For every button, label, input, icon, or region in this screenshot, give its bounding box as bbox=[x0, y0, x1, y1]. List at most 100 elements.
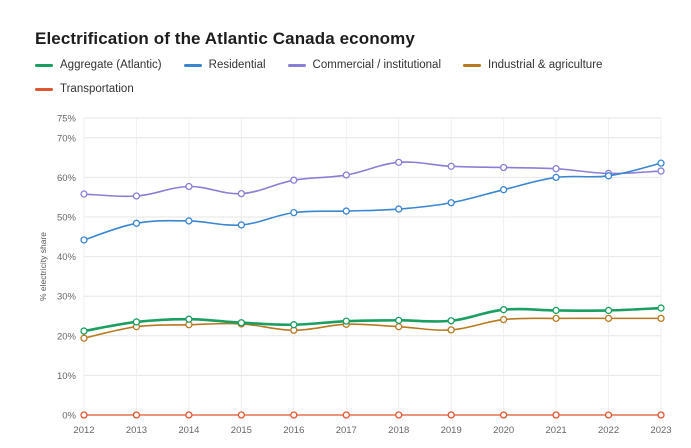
x-tick-label-2014: 2014 bbox=[178, 425, 199, 436]
y-tick-label-60: 60% bbox=[57, 173, 77, 184]
data-point-transportation-2015[interactable] bbox=[237, 411, 246, 419]
legend-item-residential[interactable]: Residential bbox=[183, 59, 266, 71]
x-tick-label-2020: 2020 bbox=[493, 425, 514, 436]
data-point-commercial-institutional-2021[interactable] bbox=[552, 165, 560, 173]
data-point-residential-2019[interactable] bbox=[447, 199, 455, 207]
legend-swatch-transportation bbox=[35, 87, 53, 91]
data-point-residential-2017[interactable] bbox=[342, 207, 350, 215]
data-point-residential-2016[interactable] bbox=[290, 208, 298, 217]
y-tick-label-20: 20% bbox=[57, 331, 77, 342]
legend-label-industrial: Industrial & agriculture bbox=[488, 59, 603, 71]
legend-swatch-aggregate bbox=[35, 63, 53, 67]
data-point-commercial-institutional-2017[interactable] bbox=[342, 171, 350, 179]
legend-label-residential: Residential bbox=[208, 59, 266, 71]
legend: Aggregate (Atlantic) Residential Commerc… bbox=[35, 57, 675, 105]
data-point-aggregate-atlantic-2023[interactable] bbox=[657, 304, 665, 312]
data-point-transportation-2023[interactable] bbox=[657, 411, 665, 419]
y-tick-label-75: 75% bbox=[57, 114, 77, 125]
data-point-residential-2018[interactable] bbox=[395, 205, 403, 213]
chart-title: Electrification of the Atlantic Canada e… bbox=[35, 29, 415, 48]
legend-row-1: Aggregate (Atlantic) Residential Commerc… bbox=[35, 57, 675, 73]
y-tick-label-10: 10% bbox=[57, 371, 77, 382]
legend-label-transportation: Transportation bbox=[60, 83, 134, 95]
y-tick-label-0: 0% bbox=[62, 411, 76, 422]
data-point-residential-2015[interactable] bbox=[237, 221, 246, 229]
data-point-industrial-agriculture-2020[interactable] bbox=[499, 315, 508, 324]
data-point-transportation-2017[interactable] bbox=[342, 411, 350, 419]
series-line-industrial-agriculture bbox=[83, 317, 661, 339]
data-point-transportation-2014[interactable] bbox=[185, 411, 193, 419]
data-point-industrial-agriculture-2023[interactable] bbox=[657, 314, 665, 323]
data-point-commercial-institutional-2019[interactable] bbox=[447, 162, 455, 170]
data-point-aggregate-atlantic-2022[interactable] bbox=[604, 306, 613, 315]
x-tick-label-2023: 2023 bbox=[650, 425, 671, 436]
legend-label-aggregate: Aggregate (Atlantic) bbox=[60, 59, 162, 71]
legend-item-industrial[interactable]: Industrial & agriculture bbox=[463, 59, 602, 71]
y-tick-label-50: 50% bbox=[57, 213, 77, 224]
data-point-residential-2022[interactable] bbox=[604, 172, 613, 180]
data-point-commercial-institutional-2013[interactable] bbox=[132, 192, 141, 200]
data-point-aggregate-atlantic-2014[interactable] bbox=[185, 315, 193, 323]
data-point-residential-2012[interactable] bbox=[80, 236, 88, 244]
data-point-transportation-2012[interactable] bbox=[80, 411, 88, 419]
x-tick-label-2017: 2017 bbox=[336, 425, 357, 436]
data-point-residential-2020[interactable] bbox=[499, 186, 508, 194]
series-line-aggregate-atlantic bbox=[83, 306, 662, 333]
data-point-commercial-institutional-2020[interactable] bbox=[499, 163, 508, 172]
data-point-aggregate-atlantic-2020[interactable] bbox=[499, 306, 508, 314]
data-point-aggregate-atlantic-2021[interactable] bbox=[552, 306, 560, 315]
data-point-transportation-2016[interactable] bbox=[290, 411, 298, 419]
x-tick-label-2016: 2016 bbox=[283, 425, 304, 436]
y-tick-label-30: 30% bbox=[57, 292, 77, 303]
x-tick-label-2018: 2018 bbox=[388, 425, 409, 436]
data-point-commercial-institutional-2023[interactable] bbox=[657, 167, 665, 175]
x-tick-label-2012: 2012 bbox=[73, 425, 94, 436]
data-point-transportation-2018[interactable] bbox=[395, 411, 403, 419]
data-point-aggregate-atlantic-2016[interactable] bbox=[290, 321, 298, 329]
data-point-commercial-institutional-2014[interactable] bbox=[185, 182, 193, 191]
legend-label-commercial: Commercial / institutional bbox=[312, 59, 442, 71]
x-tick-label-2022: 2022 bbox=[598, 425, 619, 436]
data-point-residential-2021[interactable] bbox=[552, 173, 560, 182]
data-point-industrial-agriculture-2021[interactable] bbox=[552, 314, 560, 323]
series-line-commercial-institutional bbox=[83, 161, 662, 198]
data-point-aggregate-atlantic-2018[interactable] bbox=[395, 316, 403, 325]
data-point-industrial-agriculture-2012[interactable] bbox=[80, 334, 88, 342]
data-point-commercial-institutional-2016[interactable] bbox=[290, 176, 298, 184]
y-axis-title: % electricity share bbox=[38, 232, 48, 301]
data-point-industrial-agriculture-2018[interactable] bbox=[395, 323, 403, 331]
legend-swatch-residential bbox=[183, 63, 202, 67]
legend-row-2: Transportation bbox=[35, 81, 675, 97]
data-point-residential-2014[interactable] bbox=[185, 217, 193, 225]
data-point-commercial-institutional-2018[interactable] bbox=[395, 158, 403, 167]
data-point-aggregate-atlantic-2019[interactable] bbox=[447, 317, 455, 325]
data-point-transportation-2013[interactable] bbox=[132, 411, 141, 419]
data-point-aggregate-atlantic-2013[interactable] bbox=[132, 318, 141, 326]
x-tick-label-2021: 2021 bbox=[546, 425, 567, 436]
legend-item-aggregate[interactable]: Aggregate (Atlantic) bbox=[35, 59, 162, 71]
y-tick-label-40: 40% bbox=[57, 252, 77, 263]
data-point-transportation-2021[interactable] bbox=[552, 411, 560, 419]
data-point-transportation-2019[interactable] bbox=[447, 411, 455, 419]
legend-swatch-industrial bbox=[463, 63, 482, 67]
x-tick-label-2019: 2019 bbox=[441, 425, 462, 436]
data-point-residential-2023[interactable] bbox=[657, 159, 665, 167]
data-point-aggregate-atlantic-2012[interactable] bbox=[80, 327, 88, 335]
data-point-transportation-2020[interactable] bbox=[499, 411, 508, 419]
data-point-industrial-agriculture-2019[interactable] bbox=[447, 326, 455, 334]
x-tick-label-2015: 2015 bbox=[231, 425, 252, 436]
legend-swatch-commercial bbox=[287, 63, 306, 67]
data-point-aggregate-atlantic-2017[interactable] bbox=[342, 317, 350, 325]
legend-item-commercial[interactable]: Commercial / institutional bbox=[287, 59, 442, 71]
series-line-residential bbox=[83, 162, 662, 241]
legend-item-transportation[interactable]: Transportation bbox=[35, 83, 134, 95]
data-point-aggregate-atlantic-2015[interactable] bbox=[237, 319, 246, 327]
data-point-commercial-institutional-2015[interactable] bbox=[237, 189, 246, 198]
x-tick-label-2013: 2013 bbox=[126, 425, 147, 436]
data-point-residential-2013[interactable] bbox=[132, 219, 141, 227]
y-tick-label-70: 70% bbox=[57, 133, 77, 144]
data-point-industrial-agriculture-2022[interactable] bbox=[604, 314, 613, 323]
data-point-commercial-institutional-2012[interactable] bbox=[80, 190, 88, 198]
data-point-transportation-2022[interactable] bbox=[604, 411, 613, 419]
